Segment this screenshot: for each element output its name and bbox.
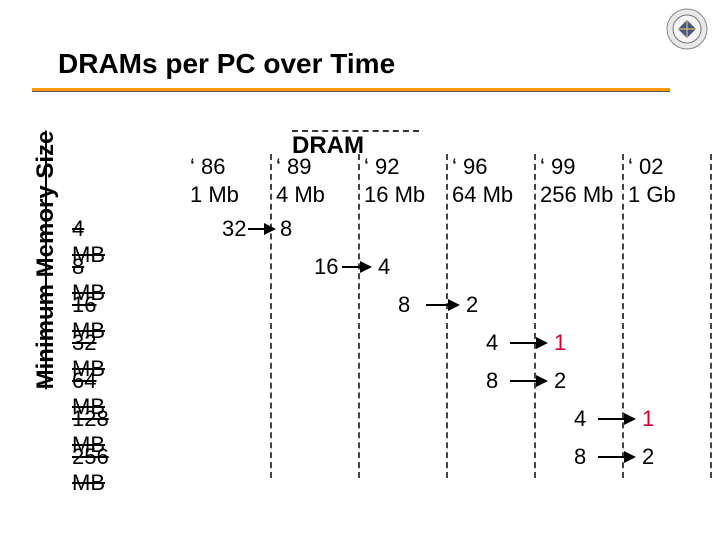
year-header: ‘ 96 <box>452 154 487 180</box>
title-underline <box>32 88 670 92</box>
page-title: DRAMs per PC over Time <box>58 48 395 80</box>
col-separator <box>358 154 360 478</box>
capacity-header: 1 Gb <box>628 182 676 208</box>
logo-badge <box>666 8 708 50</box>
col-separator <box>534 154 536 478</box>
data-cell: 32 <box>222 216 246 242</box>
year-header: ‘ 99 <box>540 154 575 180</box>
data-cell: 1 <box>554 330 566 356</box>
col-separator <box>270 154 272 478</box>
data-cell: 4 <box>574 406 586 432</box>
data-cell: 16 <box>314 254 338 280</box>
year-header: ‘ 89 <box>276 154 311 180</box>
col-separator <box>446 154 448 478</box>
data-cell: 4 <box>486 330 498 356</box>
data-cell: 8 <box>486 368 498 394</box>
year-header: ‘ 86 <box>190 154 225 180</box>
capacity-header: 64 Mb <box>452 182 513 208</box>
data-cell: 2 <box>554 368 566 394</box>
year-header: ‘ 92 <box>364 154 399 180</box>
data-cell: 1 <box>642 406 654 432</box>
col-separator <box>710 154 712 478</box>
data-cell: 8 <box>574 444 586 470</box>
col-separator <box>622 154 624 478</box>
data-cell: 8 <box>398 292 410 318</box>
capacity-header: 256 Mb <box>540 182 613 208</box>
y-axis-label: Minimum Memory Size <box>32 130 60 390</box>
generation-title: DRAM Generation <box>292 130 419 155</box>
year-header: ‘ 02 <box>628 154 663 180</box>
capacity-header: 4 Mb <box>276 182 325 208</box>
data-cell: 4 <box>378 254 390 280</box>
capacity-header: 16 Mb <box>364 182 425 208</box>
data-cell: 2 <box>642 444 654 470</box>
memory-size-label: 256 MB <box>72 444 109 496</box>
data-cell: 8 <box>280 216 292 242</box>
capacity-header: 1 Mb <box>190 182 239 208</box>
data-cell: 2 <box>466 292 478 318</box>
